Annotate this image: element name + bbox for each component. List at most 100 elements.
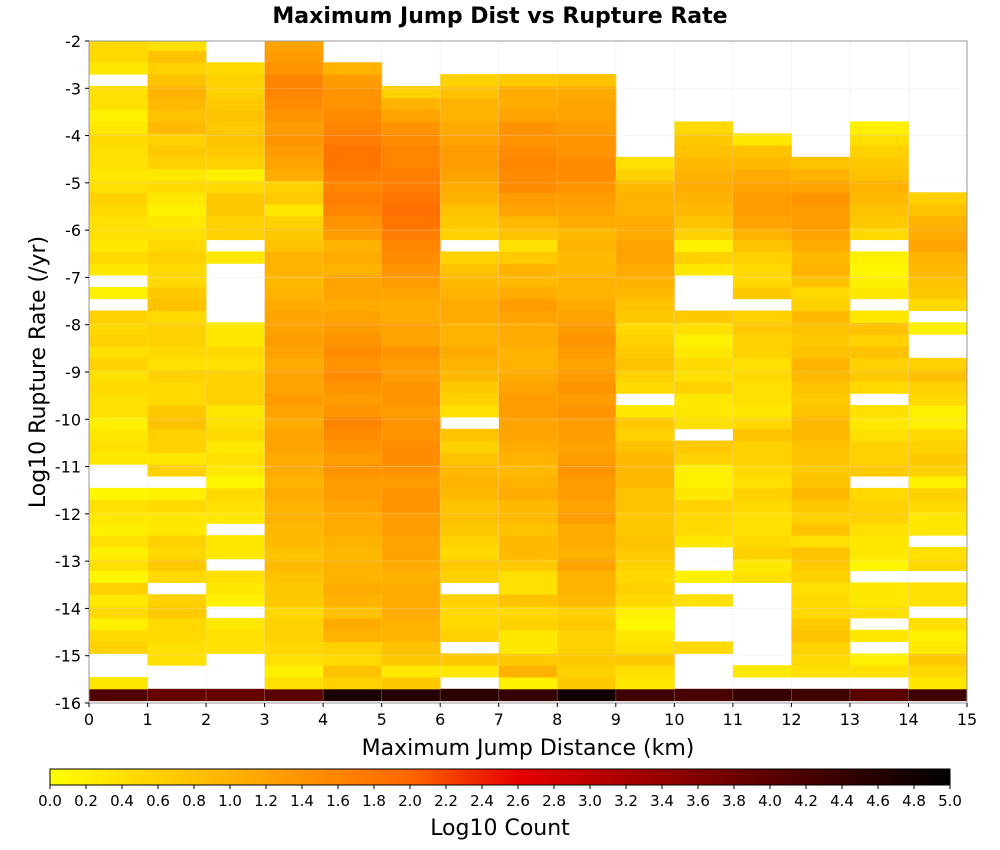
heatmap-cell	[206, 62, 266, 75]
heatmap-cell	[732, 688, 792, 702]
heatmap-cell	[674, 440, 734, 453]
heatmap-cell	[206, 251, 266, 264]
x-tick-label: 0	[84, 710, 94, 729]
heatmap-cell	[849, 452, 909, 465]
heatmap-cell	[849, 251, 909, 264]
heatmap-cell	[557, 535, 617, 548]
heatmap-cell	[206, 688, 266, 702]
heatmap-cell	[557, 653, 617, 666]
heatmap-cell	[557, 345, 617, 359]
heatmap-cell	[791, 535, 851, 548]
heatmap-cell	[147, 298, 207, 312]
heatmap-cell	[206, 369, 266, 382]
heatmap-cell	[440, 204, 500, 217]
heatmap-cell	[849, 594, 909, 607]
heatmap-cell	[89, 617, 149, 631]
heatmap-cell	[323, 617, 383, 631]
heatmap-cell	[557, 499, 617, 512]
heatmap-cell	[89, 393, 149, 406]
heatmap-cell	[674, 688, 734, 702]
heatmap-cell	[89, 405, 149, 418]
heatmap-cell	[381, 215, 441, 229]
heatmap-cell	[557, 286, 617, 300]
heatmap-cell	[206, 393, 266, 406]
heatmap-cell	[908, 499, 968, 512]
heatmap-cell	[615, 617, 675, 631]
heatmap-cell	[498, 594, 558, 607]
heatmap-cell	[323, 215, 383, 229]
heatmap-cell	[206, 452, 266, 465]
heatmap-cell	[206, 357, 266, 371]
heatmap-cell	[791, 381, 851, 394]
heatmap-cell	[147, 168, 207, 181]
heatmap-cell	[381, 251, 441, 264]
heatmap-cell	[147, 74, 207, 87]
heatmap-cell	[498, 476, 558, 489]
heatmap-cell	[147, 487, 207, 501]
heatmap-cell	[674, 322, 734, 335]
colorbar-tick-label: 0.8	[182, 792, 206, 810]
colorbar-tick-label: 2.2	[434, 792, 458, 810]
x-tick-label: 15	[957, 710, 977, 729]
heatmap-cell	[264, 62, 324, 75]
heatmap-cell	[849, 665, 909, 678]
heatmap-cell	[498, 85, 558, 99]
heatmap-cell	[557, 405, 617, 418]
heatmap-cell	[908, 381, 968, 394]
heatmap-cell	[849, 405, 909, 418]
heatmap-cell	[732, 570, 792, 583]
heatmap-cell	[89, 41, 149, 51]
heatmap-cell	[791, 180, 851, 193]
heatmap-cell	[323, 416, 383, 430]
heatmap-cell	[498, 464, 558, 477]
heatmap-cell	[908, 322, 968, 335]
heatmap-cell	[498, 357, 558, 371]
heatmap-cell	[440, 617, 500, 631]
heatmap-cell	[381, 499, 441, 512]
heatmap-cell	[908, 487, 968, 501]
heatmap-cell	[89, 523, 149, 536]
heatmap-cell	[323, 180, 383, 193]
heatmap-cell	[615, 180, 675, 193]
heatmap-cell	[381, 653, 441, 666]
heatmap-cell	[323, 499, 383, 512]
heatmap-cell	[147, 275, 207, 288]
heatmap-cell	[849, 511, 909, 524]
heatmap-cell	[147, 251, 207, 264]
heatmap-cell	[557, 393, 617, 406]
heatmap-cell	[791, 345, 851, 359]
heatmap-cell	[206, 641, 266, 654]
heatmap-cell	[323, 629, 383, 643]
heatmap-cell	[732, 180, 792, 193]
heatmap-cell	[732, 393, 792, 406]
heatmap-cell	[381, 286, 441, 300]
heatmap-cell	[206, 227, 266, 241]
heatmap-cell	[264, 145, 324, 158]
heatmap-cell	[498, 416, 558, 430]
heatmap-cell	[498, 369, 558, 382]
heatmap-cell	[89, 582, 149, 595]
heatmap-cell	[440, 133, 500, 146]
heatmap-cell	[440, 286, 500, 300]
heatmap-cell	[615, 653, 675, 666]
heatmap-cell	[440, 405, 500, 418]
heatmap-cell	[381, 298, 441, 312]
heatmap-cell	[206, 582, 266, 595]
chart-title: Maximum Jump Dist vs Rupture Rate	[272, 4, 727, 29]
heatmap-cell	[206, 192, 266, 205]
heatmap-cell	[264, 345, 324, 359]
heatmap-cell	[206, 499, 266, 512]
heatmap-cell	[440, 535, 500, 548]
x-tick-label: 11	[723, 710, 743, 729]
heatmap-cell	[264, 298, 324, 312]
heatmap-cell	[498, 393, 558, 406]
heatmap-cell	[323, 558, 383, 572]
heatmap-cell	[674, 641, 734, 654]
heatmap-cell	[381, 582, 441, 595]
heatmap-cell	[732, 168, 792, 181]
x-tick-label: 3	[260, 710, 270, 729]
heatmap-cell	[674, 393, 734, 406]
heatmap-cell	[440, 464, 500, 477]
heatmap-cell	[908, 594, 968, 607]
